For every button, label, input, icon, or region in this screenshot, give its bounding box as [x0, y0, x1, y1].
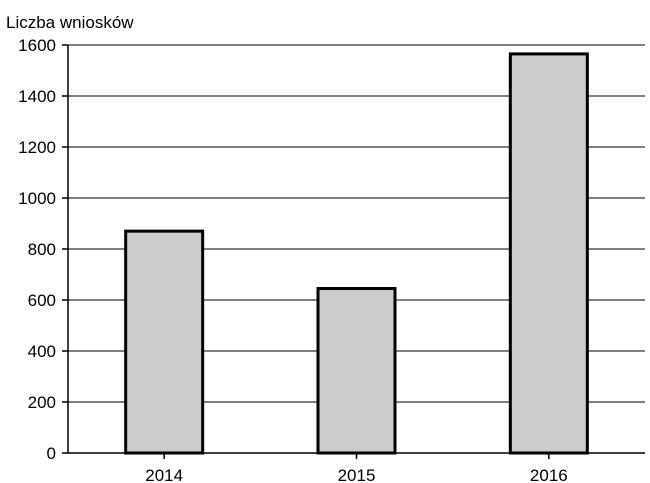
y-tick-label: 1400 — [18, 87, 56, 106]
bar-2016 — [508, 52, 589, 455]
y-axis-label: Liczba wniosków — [6, 13, 134, 32]
bar-2014 — [124, 229, 205, 455]
x-tick-label: 2015 — [338, 466, 376, 483]
bar-2015 — [316, 287, 397, 455]
x-axis-ticks: 2014 2015 2016 — [145, 453, 568, 483]
bars — [124, 52, 589, 455]
y-tick-label: 600 — [28, 291, 56, 310]
x-tick-label: 2014 — [145, 466, 183, 483]
y-tick-label: 1600 — [18, 36, 56, 55]
y-tick-label: 1000 — [18, 189, 56, 208]
y-axis-ticks: 0 200 400 600 800 1000 1200 1400 1600 — [18, 36, 68, 463]
y-tick-label: 200 — [28, 393, 56, 412]
y-tick-label: 0 — [47, 444, 56, 463]
y-tick-label: 400 — [28, 342, 56, 361]
y-tick-label: 800 — [28, 240, 56, 259]
x-tick-label: 2016 — [530, 466, 568, 483]
y-tick-label: 1200 — [18, 138, 56, 157]
